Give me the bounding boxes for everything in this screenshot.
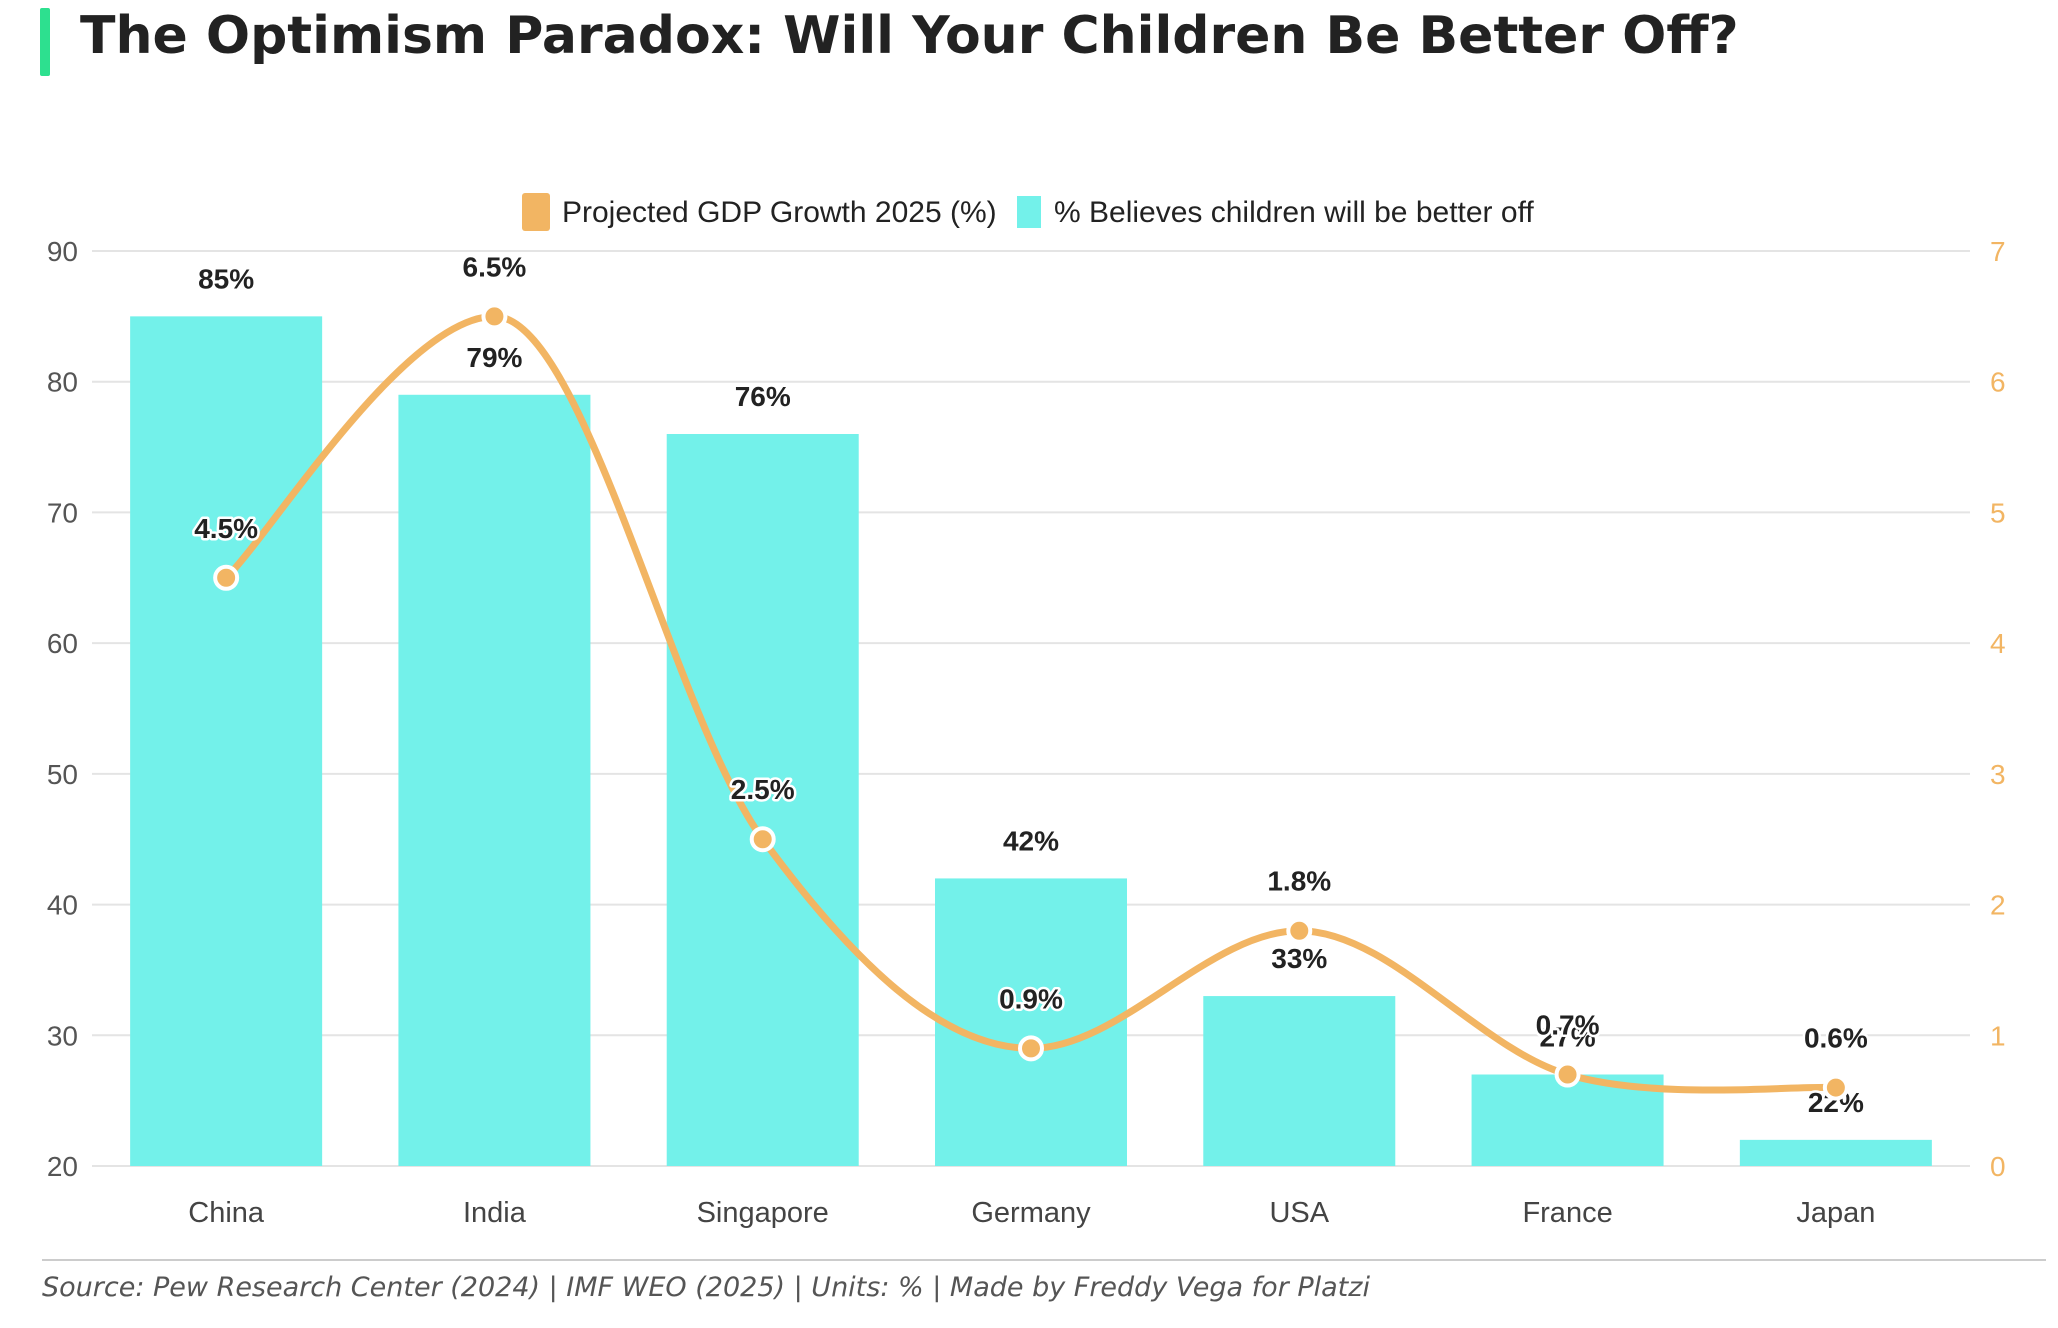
right-axis-tick-label: 7	[1990, 236, 2006, 267]
gdp-value-label: 0.9%	[999, 983, 1063, 1014]
right-axis-tick-label: 2	[1990, 890, 2006, 921]
left-axis-tick-label: 30	[47, 1020, 78, 1051]
bar-value-label: 85%	[198, 263, 254, 294]
gdp-point	[1822, 1074, 1849, 1101]
gdp-value-label: 0.7%	[1536, 1010, 1600, 1041]
legend-swatch-gdp	[522, 193, 550, 231]
gdp-point	[749, 826, 776, 853]
gdp-value-label: 1.8%	[1267, 866, 1331, 897]
x-axis-label-france: France	[1522, 1197, 1612, 1229]
bar-germany	[935, 878, 1127, 1166]
right-axis-tick-label: 3	[1990, 759, 2006, 790]
gdp-value-label: 2.5%	[731, 774, 795, 805]
left-axis-tick-label: 60	[47, 628, 78, 659]
bar-usa	[1203, 996, 1396, 1166]
bar-value-label: 33%	[1271, 943, 1327, 974]
bar-japan	[1739, 1139, 1932, 1166]
left-axis-tick-label: 20	[47, 1151, 78, 1182]
x-axis-label-germany: Germany	[971, 1197, 1091, 1229]
gdp-point	[1286, 917, 1313, 944]
legend-swatch-optimism	[1017, 196, 1041, 228]
gdp-value-label: 4.5%	[194, 513, 258, 544]
left-axis-tick-label: 70	[47, 497, 78, 528]
bar-value-label: 79%	[466, 342, 522, 373]
bar-singapore	[666, 434, 859, 1166]
gdp-point	[1554, 1061, 1581, 1088]
right-axis-tick-label: 0	[1990, 1151, 2006, 1182]
gdp-point	[481, 303, 508, 330]
bar-china	[130, 316, 323, 1166]
bar-india	[398, 394, 591, 1166]
left-axis-tick-label: 90	[47, 236, 78, 267]
title-accent-bar	[40, 8, 50, 76]
gdp-value-label: 6.5%	[463, 251, 527, 282]
left-axis-tick-label: 40	[47, 890, 78, 921]
bar-value-label: 76%	[735, 381, 791, 412]
source-note: Source: Pew Research Center (2024) | IMF…	[42, 1272, 1370, 1303]
x-axis-label-india: India	[463, 1197, 527, 1229]
gdp-point	[1018, 1035, 1044, 1062]
right-axis-tick-label: 6	[1990, 367, 2006, 398]
x-axis-label-japan: Japan	[1796, 1197, 1875, 1229]
chart-title: The Optimism Paradox: Will Your Children…	[80, 6, 1739, 66]
x-axis-label-singapore: Singapore	[697, 1197, 829, 1229]
left-axis-tick-label: 80	[47, 367, 78, 398]
legend-label-gdp: Projected GDP Growth 2025 (%)	[562, 196, 997, 229]
right-axis-tick-label: 4	[1990, 628, 2006, 659]
left-axis-tick-label: 50	[47, 759, 78, 790]
gdp-point	[213, 564, 240, 591]
right-axis-tick-label: 1	[1990, 1020, 2006, 1051]
legend-label-optimism: % Believes children will be better off	[1054, 196, 1534, 229]
x-axis-label-usa: USA	[1269, 1197, 1329, 1229]
right-axis-tick-label: 5	[1990, 497, 2006, 528]
bar-value-label: 27%	[1540, 1022, 1596, 1053]
bar-value-label: 42%	[1003, 825, 1059, 856]
x-axis-label-china: China	[188, 1197, 265, 1229]
gdp-value-label: 0.6%	[1804, 1023, 1868, 1054]
